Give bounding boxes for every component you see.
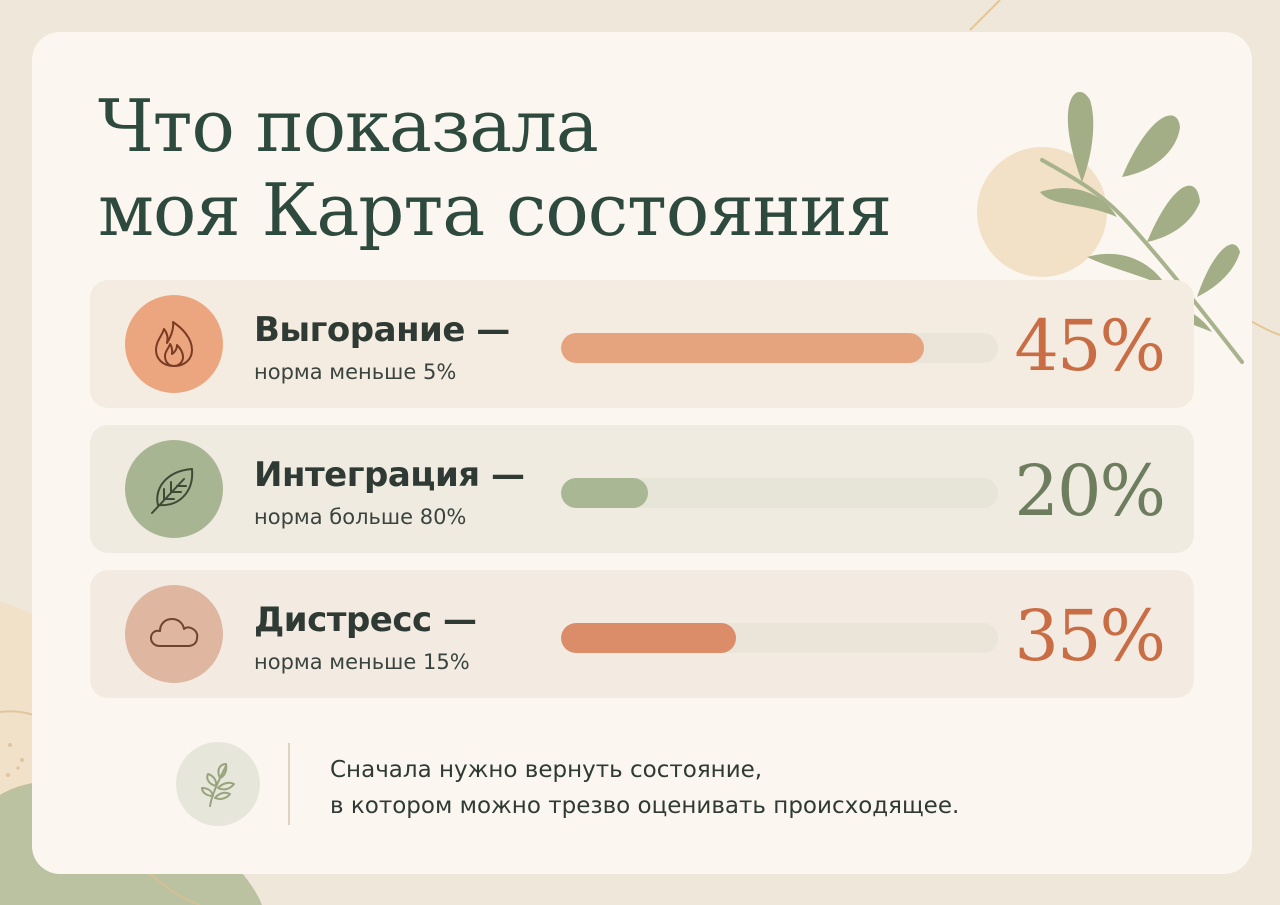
distress-progress-fill bbox=[561, 623, 736, 653]
distress-label: Дистресс — bbox=[254, 600, 477, 640]
flame-icon bbox=[155, 321, 193, 367]
page-title: Что показала моя Карта состояния bbox=[98, 84, 892, 252]
burnout-norm: норма меньше 5% bbox=[254, 360, 457, 384]
burnout-icon-badge bbox=[125, 295, 223, 393]
footer-divider bbox=[288, 743, 290, 825]
leaf-icon bbox=[151, 468, 194, 514]
metric-row-integration: Интеграция — норма больше 80% 20% bbox=[90, 425, 1194, 553]
integration-percent: 20% bbox=[1014, 450, 1166, 532]
integration-progress-fill bbox=[561, 478, 649, 508]
footer-icon-badge bbox=[176, 742, 260, 826]
distress-progress-track bbox=[561, 623, 998, 653]
metric-row-burnout: Выгорание — норма меньше 5% 45% bbox=[90, 280, 1194, 408]
footer-text: Сначала нужно вернуть состояние, в котор… bbox=[330, 752, 959, 824]
title-line-2: моя Карта состояния bbox=[98, 168, 892, 252]
distress-norm: норма меньше 15% bbox=[254, 650, 470, 674]
footer-line-2: в котором можно трезво оценивать происхо… bbox=[330, 793, 960, 819]
integration-icon-badge bbox=[125, 440, 223, 538]
burnout-progress-track bbox=[561, 333, 998, 363]
distress-icon-badge bbox=[125, 585, 223, 683]
cloud-icon bbox=[150, 618, 199, 647]
burnout-label: Выгорание — bbox=[254, 310, 510, 350]
integration-label: Интеграция — bbox=[254, 455, 525, 495]
metric-row-distress: Дистресс — норма меньше 15% 35% bbox=[90, 570, 1194, 698]
summary-card: Что показала моя Карта состояния Выгоран… bbox=[32, 32, 1252, 874]
distress-percent: 35% bbox=[1014, 595, 1166, 677]
sprig-icon bbox=[201, 763, 235, 807]
integration-progress-track bbox=[561, 478, 998, 508]
integration-norm: норма больше 80% bbox=[254, 505, 467, 529]
footer-line-1: Сначала нужно вернуть состояние, bbox=[330, 757, 763, 783]
burnout-progress-fill bbox=[561, 333, 924, 363]
title-line-1: Что показала bbox=[98, 84, 599, 168]
burnout-percent: 45% bbox=[1014, 305, 1166, 387]
